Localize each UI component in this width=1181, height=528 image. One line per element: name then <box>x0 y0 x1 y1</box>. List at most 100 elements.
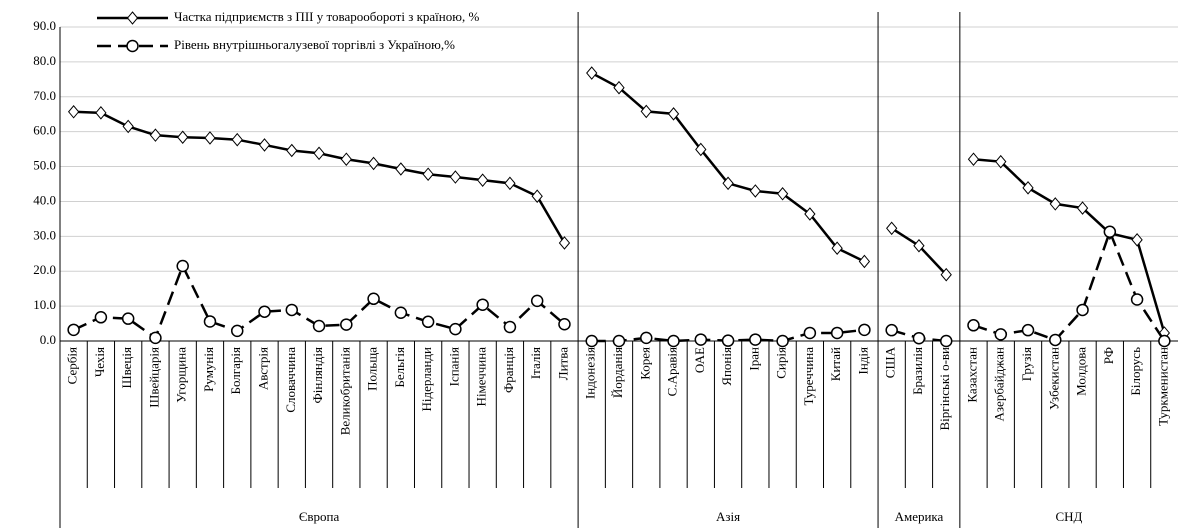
marker <box>585 334 598 348</box>
y-tick-label: 70.0 <box>33 88 56 103</box>
marker <box>286 143 298 158</box>
marker <box>313 146 325 161</box>
x-tick-label: Франція <box>501 347 516 393</box>
x-tick-label: Нідерланди <box>419 347 434 412</box>
group-label: Америка <box>895 509 944 524</box>
y-tick-label: 20.0 <box>33 262 56 277</box>
x-tick-label: Швейцарія <box>146 347 161 408</box>
marker <box>1021 323 1035 337</box>
marker <box>340 152 352 167</box>
x-tick-label: Великобританія <box>337 347 352 435</box>
marker <box>667 107 680 121</box>
marker <box>530 294 544 308</box>
marker <box>858 254 871 269</box>
x-tick-label: Віргінські о-ви <box>937 347 952 431</box>
marker <box>939 334 953 348</box>
x-tick-label: Бельгія <box>392 347 407 388</box>
marker <box>886 221 898 236</box>
x-tick-label: Чехія <box>92 347 107 377</box>
y-tick-label: 10.0 <box>33 297 56 312</box>
x-tick-label: Китай <box>828 347 843 381</box>
marker <box>477 173 489 187</box>
marker <box>994 328 1008 341</box>
x-tick-label: Грузія <box>1019 347 1034 381</box>
marker <box>858 323 871 337</box>
marker <box>230 324 244 338</box>
x-tick-label: Італія <box>528 347 543 379</box>
x-tick-label: Румунія <box>201 347 216 392</box>
x-tick-label: Казахстан <box>964 347 979 403</box>
marker <box>830 326 844 340</box>
x-tick-label: Угорщина <box>174 347 189 403</box>
marker <box>1131 233 1143 247</box>
marker <box>449 170 462 184</box>
marker <box>449 322 462 336</box>
marker <box>1158 334 1171 348</box>
marker <box>612 334 626 348</box>
marker <box>967 319 980 332</box>
y-tick-label: 90.0 <box>33 18 56 33</box>
marker <box>1103 225 1117 239</box>
marker <box>531 189 543 203</box>
marker <box>667 334 680 348</box>
legend-label: Частка підприємств з ПІІ у товарообороті… <box>174 9 479 24</box>
marker <box>885 323 898 337</box>
group-label: Азія <box>716 509 740 524</box>
x-tick-label: Туреччина <box>801 347 816 406</box>
group-label: Європа <box>299 509 340 524</box>
marker <box>804 207 816 221</box>
marker <box>695 142 707 157</box>
x-tick-label: Болгарія <box>228 347 243 394</box>
marker <box>776 186 789 201</box>
marker <box>694 333 708 346</box>
x-tick-label: Сербія <box>65 347 80 384</box>
x-tick-label: ОАЕ <box>692 347 707 373</box>
marker <box>231 132 243 147</box>
x-tick-label: Йорданія <box>610 347 625 398</box>
marker <box>1022 181 1034 195</box>
marker <box>558 318 571 331</box>
y-tick-label: 80.0 <box>33 53 56 68</box>
marker <box>640 331 653 345</box>
marker <box>67 104 80 119</box>
y-tick-label: 50.0 <box>33 158 56 173</box>
marker <box>1049 333 1062 347</box>
series-line <box>973 228 1166 342</box>
marker <box>312 319 326 333</box>
x-tick-label: Польща <box>365 347 380 391</box>
legend-label: Рівень внутрішньогалузевої торгівлі з Ук… <box>174 37 455 52</box>
x-tick-label: США <box>883 346 898 378</box>
x-tick-label: Білорусь <box>1128 347 1143 396</box>
marker <box>613 80 625 95</box>
marker <box>394 306 408 319</box>
group-label: СНД <box>1055 509 1082 524</box>
marker <box>586 66 598 80</box>
marker <box>476 298 489 311</box>
marker <box>258 138 271 152</box>
x-tick-label: Фінляндія <box>310 347 325 403</box>
marker <box>421 315 435 329</box>
series-line <box>591 71 865 263</box>
marker <box>121 312 135 325</box>
marker <box>258 305 271 318</box>
marker <box>67 323 80 337</box>
x-tick-label: Туркменистан <box>1155 347 1170 426</box>
marker <box>367 156 380 171</box>
x-tick-label: Молдова <box>1074 347 1089 396</box>
marker <box>749 184 761 198</box>
marker <box>776 334 789 348</box>
marker <box>504 176 516 191</box>
marker <box>503 320 517 334</box>
marker <box>1076 303 1089 317</box>
legend-marker <box>126 11 139 25</box>
marker <box>1049 197 1061 211</box>
marker <box>203 315 217 328</box>
marker <box>640 104 652 119</box>
marker <box>122 119 134 134</box>
marker <box>422 167 434 182</box>
x-tick-label: Узбекистан <box>1046 347 1061 410</box>
x-tick-label: Японія <box>719 347 734 386</box>
series-line <box>973 157 1166 334</box>
x-tick-label: Індія <box>855 347 870 375</box>
